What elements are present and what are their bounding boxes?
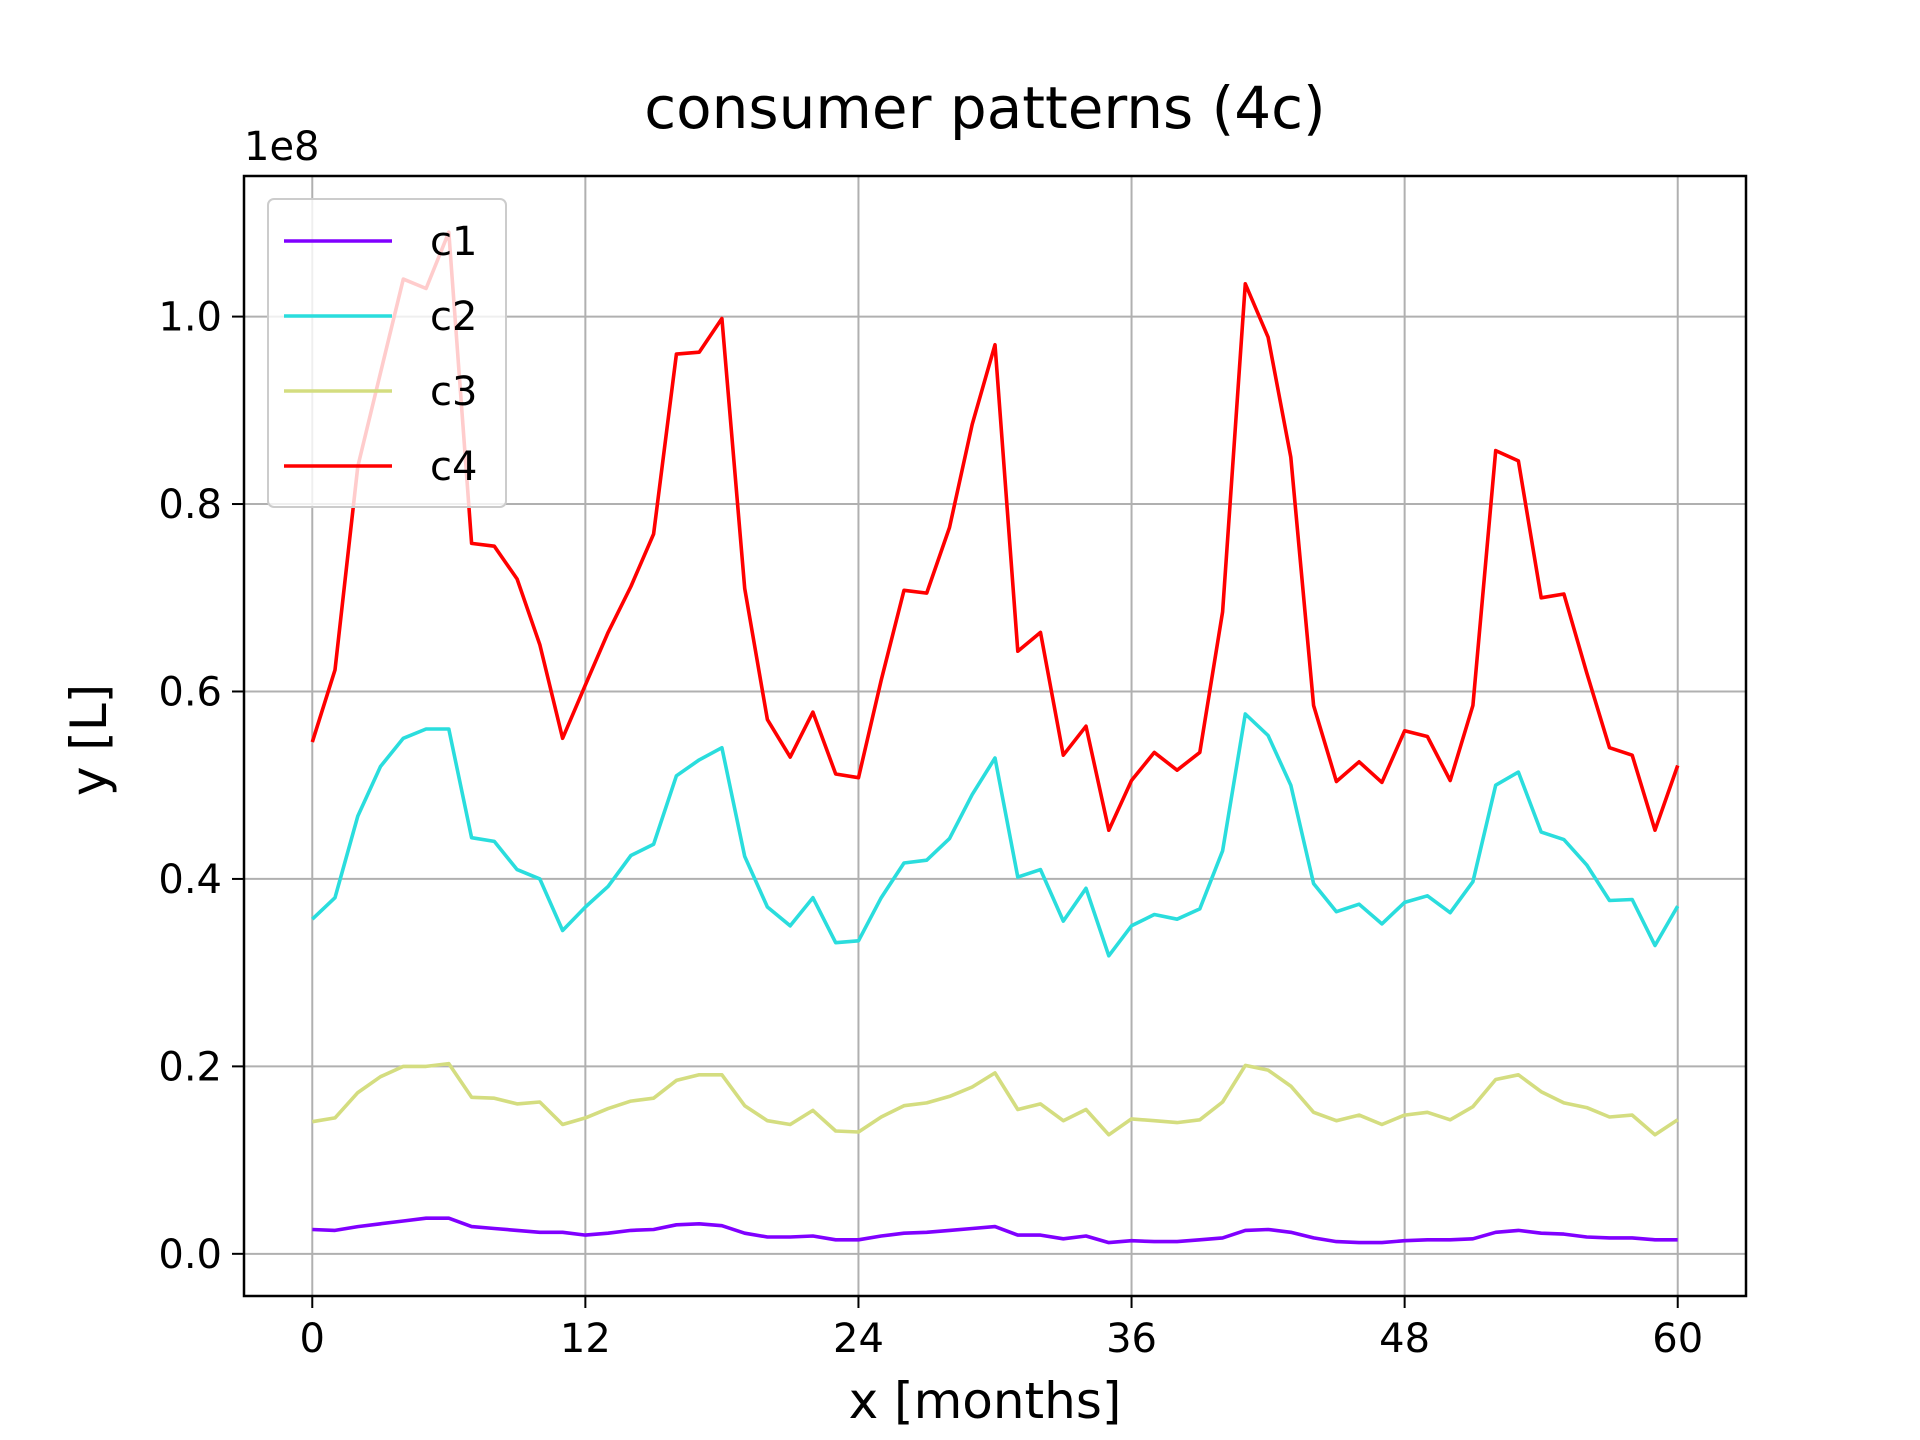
series-line-c2 <box>311 712 1680 958</box>
legend-label-c2: c2 <box>430 294 477 340</box>
legend: c1 c2 c3 c4 <box>267 198 507 508</box>
legend-box <box>267 198 507 508</box>
y-tick-label: 0.6 <box>158 669 222 715</box>
x-tick-label: 0 <box>300 1316 325 1362</box>
x-tick-label: 48 <box>1379 1316 1430 1362</box>
series-line-c3 <box>312 1061 1679 1137</box>
x-axis: 0 12 24 36 48 60 <box>300 1296 1703 1362</box>
series-layer <box>310 230 1680 1245</box>
x-axis-label: x [months] <box>849 1372 1122 1430</box>
legend-label-c4: c4 <box>430 444 477 490</box>
legend-label-c3: c3 <box>430 369 477 415</box>
y-tick-label: 0.0 <box>158 1232 222 1278</box>
plot-area-frame <box>242 174 1748 1298</box>
legend-label-c1: c1 <box>430 219 477 265</box>
y-tick-label: 1.0 <box>158 295 222 341</box>
y-tick-label: 0.8 <box>158 482 222 528</box>
x-tick-label: 60 <box>1652 1316 1703 1362</box>
y-tick-label: 0.4 <box>158 857 222 903</box>
y-tick-label: 0.2 <box>158 1044 222 1090</box>
chart-title: consumer patterns (4c) <box>644 74 1325 142</box>
grid-lines <box>244 176 1746 1296</box>
x-tick-label: 36 <box>1106 1316 1157 1362</box>
x-tick-label: 24 <box>833 1316 884 1362</box>
y-axis-label: y [L] <box>60 684 118 796</box>
y-axis: 0.0 0.2 0.4 0.6 0.8 1.0 <box>158 295 244 1278</box>
y-axis-offset-label: 1e8 <box>244 124 320 170</box>
series-line-c1 <box>312 1216 1678 1245</box>
series-line-c4 <box>310 230 1680 833</box>
x-tick-label: 12 <box>560 1316 611 1362</box>
